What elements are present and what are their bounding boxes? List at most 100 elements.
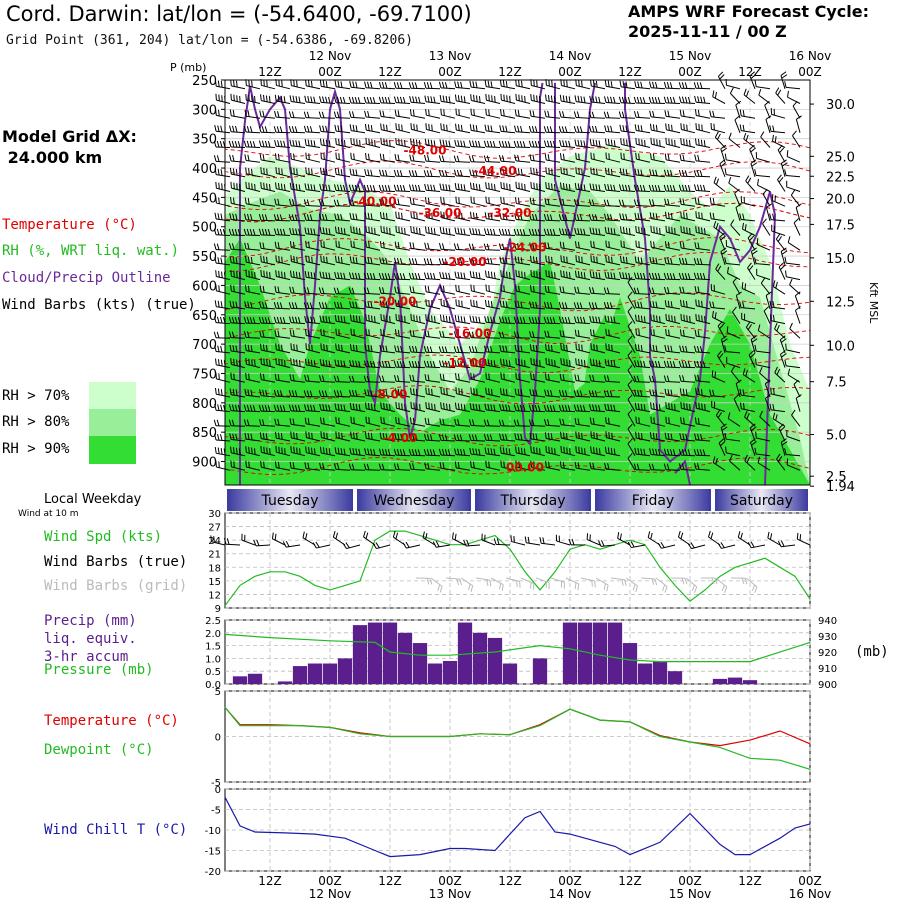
barb-flag (244, 255, 247, 263)
barb-staff (306, 233, 321, 236)
wind-barb (365, 240, 381, 251)
barb-flag (454, 182, 457, 190)
wind-barb (408, 258, 426, 266)
barb-flag (304, 315, 307, 323)
barb-flag (289, 418, 292, 425)
barb-flag (334, 271, 337, 279)
barb-flag (309, 302, 313, 309)
wind-barb (484, 403, 501, 413)
barb-flag (460, 448, 463, 456)
barb-flag (577, 139, 580, 147)
wind-barb (273, 389, 291, 398)
barb-flag (764, 100, 770, 106)
barb-flag (536, 168, 538, 176)
barb-flag (659, 139, 661, 147)
barb-staff (246, 275, 261, 281)
barb-flag (353, 241, 355, 248)
wind-barb (244, 432, 261, 442)
barb-flag (339, 96, 343, 104)
barb-flag (399, 170, 403, 177)
barb-staff (366, 437, 381, 442)
barb-flag (674, 404, 676, 411)
barb-flag (592, 183, 595, 191)
barb-flag (380, 416, 382, 424)
barb-flag (689, 316, 691, 323)
barb-flag (598, 96, 601, 104)
wind-barb (275, 270, 291, 281)
barb-staff (380, 278, 396, 281)
barb-flag (514, 300, 517, 308)
barb-flag (218, 461, 220, 468)
barb-flag (774, 136, 777, 143)
barb-flag (624, 96, 628, 104)
barb-flag (351, 463, 355, 470)
barb-staff (336, 86, 351, 90)
wind-barb (215, 284, 231, 295)
wind-barb (245, 446, 261, 457)
barb-staff (216, 452, 231, 457)
barb-flag (546, 405, 550, 412)
barb-flag (650, 416, 652, 423)
barb-staff (396, 422, 411, 427)
wind-barb (786, 430, 801, 442)
barb-staff (441, 189, 456, 192)
barb-flag (560, 182, 562, 189)
barb-flag (499, 300, 502, 307)
wind-barb (379, 344, 396, 354)
wind-barb (575, 431, 591, 442)
barb-flag (229, 344, 232, 352)
barb-flag (235, 168, 238, 176)
barb-flag (455, 373, 457, 380)
wind-barb (258, 404, 276, 413)
barb-flag (231, 316, 235, 324)
barb-staff (381, 319, 396, 325)
barb-flag (760, 131, 765, 138)
barb-flag (353, 329, 355, 336)
barb-flag (561, 390, 565, 397)
barb-flag (383, 402, 385, 410)
wind-barb (364, 169, 381, 178)
barb-flag (304, 417, 307, 424)
barb-staff (291, 335, 306, 339)
wind-barb (724, 153, 741, 163)
barb-flag (721, 335, 727, 340)
barb-flag (545, 255, 547, 262)
barb-flag (516, 316, 520, 324)
wind-barb (304, 95, 321, 104)
rh90-region (225, 238, 810, 485)
barb-flag (578, 79, 580, 87)
barb-flag (278, 446, 280, 454)
wind-barb (627, 394, 636, 412)
barb-flag (634, 168, 637, 176)
barb-flag (243, 331, 247, 338)
barb-staff (395, 190, 411, 192)
barb-flag (522, 141, 526, 148)
barb-flag (325, 447, 328, 455)
wind-barb (558, 389, 576, 398)
barb-flag (471, 243, 475, 250)
barb-flag (381, 448, 385, 456)
barb-flag (429, 346, 433, 353)
wind-barb (245, 79, 261, 90)
barb-flag (583, 140, 586, 147)
wind-barb (648, 184, 666, 192)
barb-staff (651, 262, 666, 266)
barb-flag (613, 404, 616, 412)
barb-flag (320, 240, 322, 247)
barb-flag (228, 419, 232, 426)
wind-barb (289, 286, 306, 295)
barb-flag (712, 110, 715, 118)
barb-staff (426, 114, 441, 119)
barb-flag (730, 219, 735, 226)
barb-staff (795, 207, 801, 222)
barb-flag (505, 345, 508, 353)
barb-staff (231, 452, 246, 457)
barb-staff (276, 276, 291, 281)
barb-flag (322, 227, 325, 234)
barb-flag (608, 241, 610, 248)
wind-barb (559, 153, 576, 163)
barb-flag (328, 272, 331, 280)
barb-flag (712, 198, 715, 205)
barb-flag (399, 273, 403, 280)
barb-flag (704, 404, 706, 411)
